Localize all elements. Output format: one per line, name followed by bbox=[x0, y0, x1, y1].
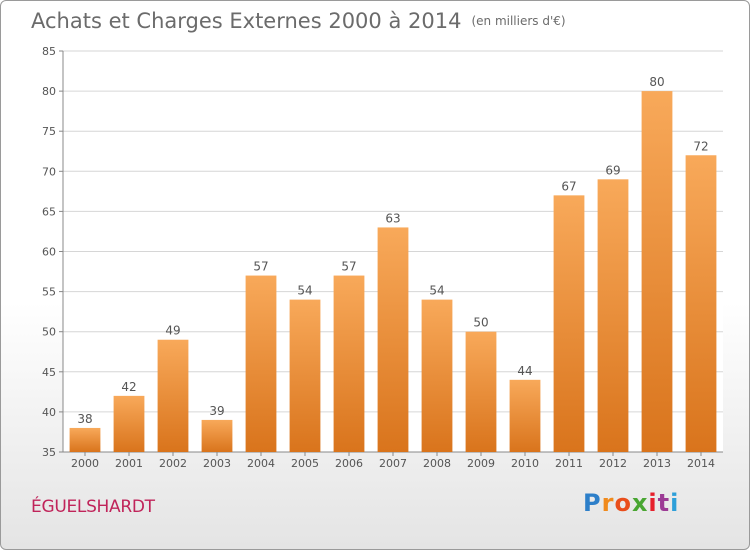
bar-2001 bbox=[113, 395, 145, 452]
proxiti-logo: Proxiti bbox=[583, 489, 679, 517]
bar-2006 bbox=[333, 275, 365, 452]
x-tick-label-2007: 2007 bbox=[379, 457, 407, 470]
y-tick-label: 55 bbox=[42, 286, 56, 299]
x-tick-label-2009: 2009 bbox=[467, 457, 495, 470]
y-tick-label: 35 bbox=[42, 446, 56, 459]
data-label-2002: 49 bbox=[165, 324, 180, 338]
logo-letter: o bbox=[614, 489, 632, 517]
data-label-2006: 57 bbox=[341, 260, 356, 274]
y-tick-label: 70 bbox=[42, 165, 56, 178]
chart-title-text: Achats et Charges Externes 2000 à 2014 bbox=[31, 9, 462, 33]
data-label-2005: 54 bbox=[297, 284, 312, 298]
logo-letter: i bbox=[648, 489, 658, 517]
y-tick-label: 85 bbox=[42, 45, 56, 58]
bar-2004 bbox=[245, 275, 277, 452]
data-label-2012: 69 bbox=[605, 163, 620, 177]
x-tick-label-2001: 2001 bbox=[115, 457, 143, 470]
x-tick-label-2006: 2006 bbox=[335, 457, 363, 470]
y-tick-label: 45 bbox=[42, 366, 56, 379]
bar-2003 bbox=[201, 419, 233, 452]
data-label-2008: 54 bbox=[429, 284, 444, 298]
bar-2008 bbox=[421, 299, 453, 452]
data-label-2001: 42 bbox=[121, 380, 136, 394]
x-tick-label-2012: 2012 bbox=[599, 457, 627, 470]
x-tick-label-2003: 2003 bbox=[203, 457, 231, 470]
data-label-2011: 67 bbox=[561, 179, 576, 193]
x-tick-label-2011: 2011 bbox=[555, 457, 583, 470]
data-label-2013: 80 bbox=[649, 75, 664, 89]
bar-2012 bbox=[597, 179, 629, 452]
x-tick-label-2010: 2010 bbox=[511, 457, 539, 470]
y-tick-label: 40 bbox=[42, 406, 56, 419]
y-tick-label: 65 bbox=[42, 205, 56, 218]
x-tick-label-2014: 2014 bbox=[687, 457, 715, 470]
bar-2010 bbox=[509, 379, 541, 452]
data-label-2009: 50 bbox=[473, 316, 488, 330]
logo-letter: t bbox=[657, 489, 671, 517]
data-label-2003: 39 bbox=[209, 404, 224, 418]
x-tick-label-2008: 2008 bbox=[423, 457, 451, 470]
logo-letter: P bbox=[583, 489, 602, 517]
chart-unit: (en milliers d'€) bbox=[471, 14, 566, 28]
x-tick-label-2000: 2000 bbox=[71, 457, 99, 470]
x-tick-label-2002: 2002 bbox=[159, 457, 187, 470]
data-label-2010: 44 bbox=[517, 364, 532, 378]
y-tick-label: 80 bbox=[42, 85, 56, 98]
x-tick-label-2004: 2004 bbox=[247, 457, 275, 470]
bar-2000 bbox=[69, 427, 101, 452]
bar-2009 bbox=[465, 331, 497, 452]
data-label-2000: 38 bbox=[77, 412, 92, 426]
logo-letter: r bbox=[601, 489, 615, 517]
data-label-2004: 57 bbox=[253, 260, 268, 274]
bar-2013 bbox=[641, 91, 673, 452]
commune-name: ÉGUELSHARDT bbox=[31, 497, 155, 517]
x-tick-label-2013: 2013 bbox=[643, 457, 671, 470]
y-tick-label: 50 bbox=[42, 326, 56, 339]
chart-title: Achats et Charges Externes 2000 à 2014 (e… bbox=[31, 9, 566, 33]
bar-2002 bbox=[157, 339, 189, 452]
bar-2014 bbox=[685, 155, 717, 452]
bar-2005 bbox=[289, 299, 321, 452]
bar-2011 bbox=[553, 195, 585, 453]
y-tick-label: 75 bbox=[42, 125, 56, 138]
logo-letter: x bbox=[631, 489, 649, 517]
data-label-2007: 63 bbox=[385, 211, 400, 225]
logo-letter: i bbox=[670, 489, 680, 517]
x-tick-label-2005: 2005 bbox=[291, 457, 319, 470]
data-label-2014: 72 bbox=[693, 139, 708, 153]
y-tick-label: 60 bbox=[42, 246, 56, 259]
bar-2007 bbox=[377, 227, 409, 452]
